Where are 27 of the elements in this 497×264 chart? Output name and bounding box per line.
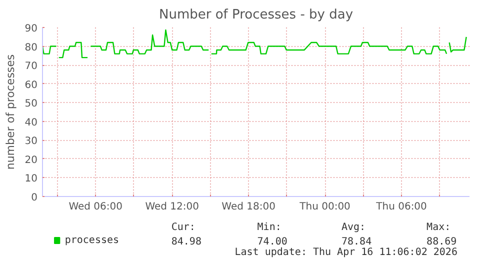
text: 78.84	[341, 236, 372, 248]
text: Avg:	[341, 222, 366, 233]
y-axis-title: number of processes	[4, 54, 17, 170]
y-tick-label: 80	[24, 42, 38, 54]
y-tick-label: 70	[24, 61, 38, 72]
chart-title: Number of Processes - by day	[158, 8, 354, 22]
x-tick-label: Thu 06:00	[375, 202, 427, 212]
text: 88.69	[426, 236, 457, 248]
x-tick-label: Wed 12:00	[145, 202, 199, 212]
text: Min:	[257, 222, 282, 233]
y-tick-label: 90	[24, 24, 38, 34]
text: Last update: Thu Apr 16 11:06:02 2026	[234, 247, 458, 258]
y-tick-label: 60	[24, 80, 38, 91]
y-tick-label: 40	[24, 117, 38, 128]
y-tick-label: 0	[31, 192, 38, 204]
text: 84.98	[171, 236, 202, 248]
legend-label: processes	[64, 235, 120, 246]
y-tick-label: 20	[24, 154, 38, 166]
y-tick-label: 10	[24, 174, 38, 185]
y-tick-label: 50	[24, 98, 38, 110]
x-tick-label: Wed 18:00	[222, 202, 276, 212]
y-tick-label: 30	[24, 136, 38, 148]
x-tick-label: Thu 00:00	[298, 202, 350, 212]
text: 74.00	[257, 236, 288, 248]
text: Max:	[426, 222, 451, 233]
text: Cur:	[171, 222, 196, 233]
x-tick-label: Wed 06:00	[68, 202, 123, 212]
